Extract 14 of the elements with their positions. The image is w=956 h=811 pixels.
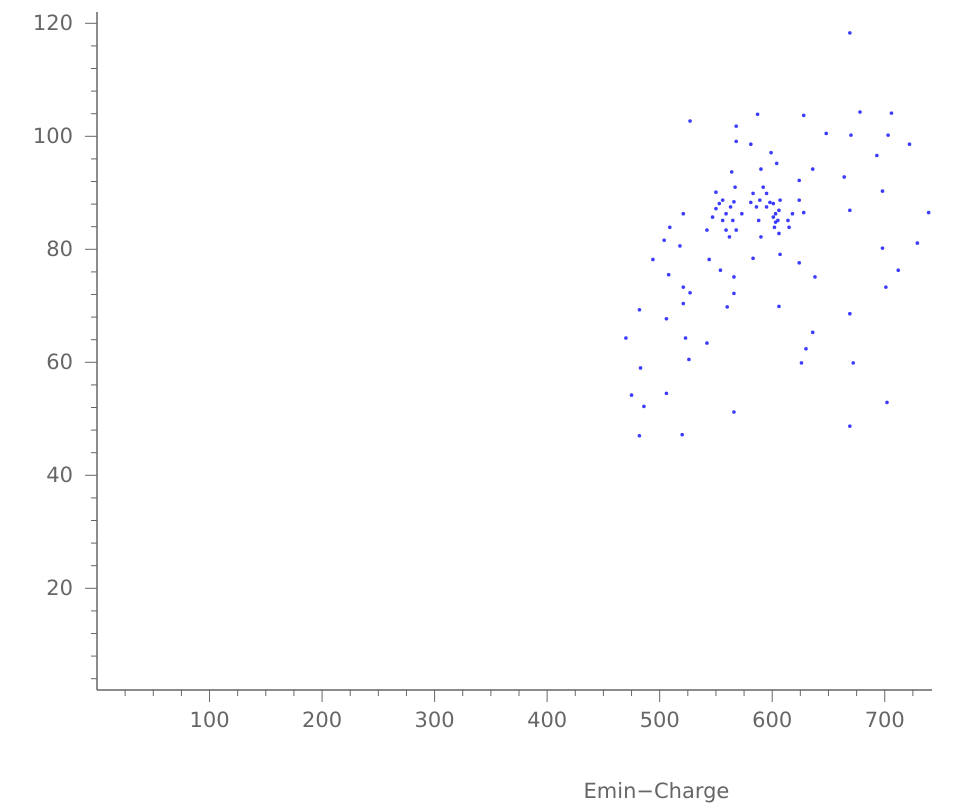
x-tick-label: 300	[414, 708, 455, 732]
y-tick-label: 120	[32, 11, 73, 36]
x-tick-label: 700	[864, 708, 905, 732]
x-tick-label: 100	[189, 708, 230, 732]
y-tick-label: 20	[46, 576, 73, 600]
x-tick-label: 400	[527, 708, 568, 732]
y-tick-label: 60	[46, 350, 73, 374]
y-tick-label: 40	[46, 463, 73, 488]
x-tick-label: 200	[302, 708, 342, 732]
x-tick-label: 500	[640, 708, 680, 732]
x-tick-label: 600	[752, 708, 792, 732]
y-tick-label: 100	[32, 124, 73, 148]
y-tick-label: 80	[46, 237, 73, 262]
x-axis-title: Emin−Charge	[584, 779, 730, 803]
